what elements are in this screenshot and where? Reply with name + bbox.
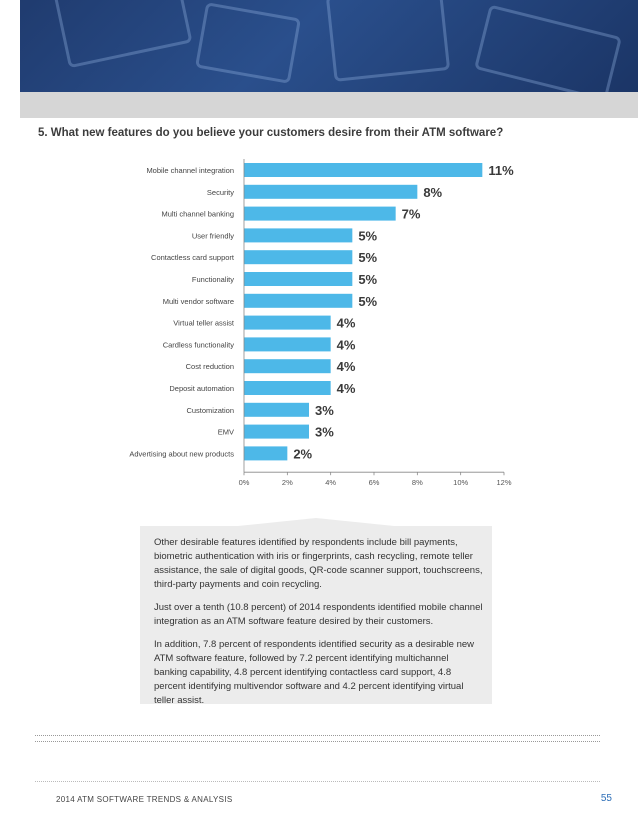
bar xyxy=(244,315,331,330)
banner-decor-shape xyxy=(194,2,302,84)
bar xyxy=(244,337,331,352)
category-label: EMV xyxy=(218,428,234,437)
bar xyxy=(244,424,309,439)
callout-box: Other desirable features identified by r… xyxy=(140,526,492,706)
bar xyxy=(244,250,353,265)
features-bar-chart: Mobile channel integration 11% Security 8% M… xyxy=(129,159,514,487)
value-label: 4% xyxy=(337,381,356,396)
x-tick-label: 2% xyxy=(282,478,293,487)
bar xyxy=(244,163,483,177)
category-label: Mobile channel integration xyxy=(146,166,234,175)
category-label: Customization xyxy=(186,406,234,415)
category-label: Advertising about new products xyxy=(129,449,234,458)
value-label: 3% xyxy=(315,425,334,440)
category-label: Cardless functionality xyxy=(163,340,235,349)
x-tick-label: 6% xyxy=(369,478,380,487)
value-label: 11% xyxy=(488,163,514,178)
banner-left-margin xyxy=(0,0,20,92)
value-label: 4% xyxy=(337,316,356,331)
value-label: 5% xyxy=(358,250,377,265)
value-label: 2% xyxy=(293,446,312,461)
footer-title: 2014 ATM SOFTWARE TRENDS & ANALYSIS xyxy=(56,795,233,804)
divider-dotted-1 xyxy=(35,735,600,736)
value-label: 4% xyxy=(337,337,356,352)
category-label: User friendly xyxy=(192,231,234,240)
callout-paragraph-1: Other desirable features identified by r… xyxy=(154,537,483,590)
value-label: 5% xyxy=(358,294,377,309)
category-label: Deposit automation xyxy=(169,384,234,393)
category-label: Multi vendor software xyxy=(163,297,234,306)
header-banner xyxy=(0,0,638,92)
category-label: Virtual teller assist xyxy=(173,319,235,328)
category-label: Security xyxy=(207,188,234,197)
header-gray-strip xyxy=(20,92,638,118)
bar xyxy=(244,228,353,243)
bar xyxy=(244,184,418,199)
bar xyxy=(244,381,331,395)
x-tick-label: 12% xyxy=(496,478,511,487)
value-label: 3% xyxy=(315,403,334,418)
value-label: 7% xyxy=(402,207,421,222)
bar xyxy=(244,206,396,221)
value-label: 5% xyxy=(358,228,377,243)
value-label: 5% xyxy=(358,272,377,287)
bar xyxy=(244,272,353,286)
banner-decor-shape xyxy=(474,4,622,92)
x-tick-label: 10% xyxy=(453,478,468,487)
category-label: Multi channel banking xyxy=(161,210,234,219)
banner-decor-shape xyxy=(53,0,193,69)
value-label: 8% xyxy=(423,185,442,200)
footer-divider xyxy=(35,781,600,782)
bar xyxy=(244,402,309,417)
x-tick-label: 4% xyxy=(325,478,336,487)
bar xyxy=(244,293,353,308)
callout-paragraph-2: Just over a tenth (10.8 percent) of 2014… xyxy=(154,602,483,627)
question-title: 5. What new features do you believe your… xyxy=(38,127,504,139)
banner-decor-shape xyxy=(325,0,451,82)
callout-paragraph-3: In addition, 7.8 percent of respondents … xyxy=(154,639,475,706)
category-label: Contactless card support xyxy=(151,253,235,262)
value-label: 4% xyxy=(337,359,356,374)
page-number: 55 xyxy=(600,793,612,804)
bar xyxy=(244,359,331,374)
x-tick-label: 8% xyxy=(412,478,423,487)
x-tick-label: 0% xyxy=(239,478,250,487)
category-label: Functionality xyxy=(192,275,234,284)
category-label: Cost reduction xyxy=(186,362,234,371)
divider-dotted-2 xyxy=(35,741,600,742)
bar xyxy=(244,446,288,461)
